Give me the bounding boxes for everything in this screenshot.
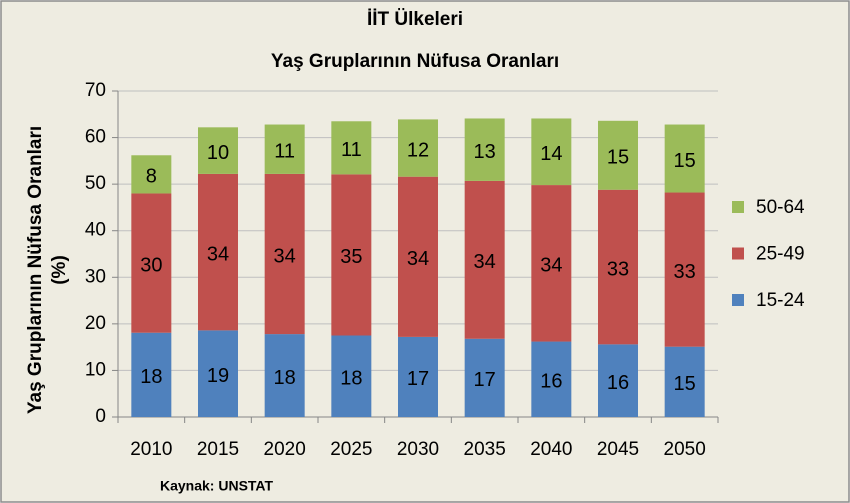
x-tick-label: 2010 <box>130 439 172 460</box>
data-label: 12 <box>407 139 429 161</box>
legend-label: 15-24 <box>756 290 805 311</box>
bar-segment <box>664 346 705 417</box>
bar-segment <box>131 332 172 417</box>
bar-segment <box>198 173 238 331</box>
x-tick-label: 2045 <box>597 439 639 460</box>
bar-segment <box>664 192 705 347</box>
x-tick-label: 2035 <box>464 439 506 460</box>
x-tick-label: 2050 <box>664 439 706 460</box>
bar-segment <box>198 330 238 417</box>
bar-segment <box>531 118 572 186</box>
chart-subtitle: Yaş Gruplarının Nüfusa Oranları <box>271 51 559 72</box>
y-tick-label: 0 <box>95 406 106 427</box>
data-label: 33 <box>607 258 629 280</box>
bar-segment <box>598 344 638 417</box>
data-label: 35 <box>340 246 362 268</box>
legend-swatch <box>732 294 744 306</box>
data-label: 19 <box>207 365 229 387</box>
data-label: 8 <box>146 166 157 188</box>
y-tick-label: 30 <box>85 266 106 287</box>
data-label: 18 <box>340 368 362 390</box>
data-label: 17 <box>407 368 429 390</box>
x-tick-label: 2030 <box>397 439 439 460</box>
data-label: 15 <box>674 150 696 172</box>
bar-segment <box>264 334 305 417</box>
data-label: 34 <box>274 245 296 267</box>
bar-segment <box>331 335 372 417</box>
bar-segment <box>531 185 572 342</box>
data-label: 15 <box>607 147 629 169</box>
source-note: Kaynak: UNSTAT <box>160 478 274 494</box>
x-tick-label: 2020 <box>264 439 306 460</box>
data-label: 13 <box>474 141 496 163</box>
legend-swatch <box>732 201 744 213</box>
y-tick-label: 50 <box>85 173 106 194</box>
bar-segment <box>131 155 172 194</box>
bar-segment <box>398 336 438 417</box>
x-tick-label: 2025 <box>330 439 372 460</box>
bar-segment <box>398 119 438 177</box>
bar-segment <box>531 341 572 417</box>
data-label: 11 <box>274 140 295 162</box>
bar-segment <box>664 124 705 193</box>
y-axis-label: (%) <box>49 255 70 285</box>
bar-segment <box>598 120 638 190</box>
data-label: 14 <box>540 143 562 165</box>
data-label: 33 <box>674 261 696 283</box>
data-label: 16 <box>607 372 629 394</box>
data-label: 17 <box>474 369 496 391</box>
data-label: 34 <box>407 248 429 270</box>
chart-title: İİT Ülkeleri <box>367 9 463 30</box>
x-tick-label: 2040 <box>530 439 572 460</box>
legend-swatch <box>732 247 744 260</box>
y-tick-label: 20 <box>85 313 106 334</box>
data-label: 16 <box>540 371 562 393</box>
legend-label: 25-49 <box>756 244 805 265</box>
bar-segment <box>464 338 505 417</box>
data-label: 18 <box>140 366 162 388</box>
y-axis-label: Yaş Gruplarının Nüfusa Oranları <box>25 126 46 414</box>
y-tick-label: 40 <box>85 220 106 241</box>
bar-segment <box>464 118 505 181</box>
data-label: 34 <box>540 255 562 277</box>
data-label: 10 <box>207 142 229 164</box>
y-tick-label: 70 <box>85 80 106 101</box>
bar-segment <box>331 121 372 175</box>
bar-segment <box>264 124 305 174</box>
y-tick-label: 10 <box>85 359 106 380</box>
bar-segment <box>131 193 172 333</box>
bar-segment <box>264 173 305 335</box>
bar-segment <box>598 189 638 345</box>
data-label: 30 <box>140 254 162 276</box>
data-label: 18 <box>274 367 296 389</box>
data-label: 34 <box>474 251 496 273</box>
bar-segment <box>464 180 505 339</box>
bar-segment <box>398 176 438 337</box>
x-tick-label: 2015 <box>197 439 239 460</box>
data-label: 11 <box>341 139 362 161</box>
bar-segment <box>198 127 238 174</box>
bar-segment <box>331 174 372 336</box>
data-label: 15 <box>674 373 696 395</box>
legend-label: 50-64 <box>756 197 805 218</box>
y-tick-label: 60 <box>85 127 106 148</box>
data-label: 34 <box>207 243 229 265</box>
